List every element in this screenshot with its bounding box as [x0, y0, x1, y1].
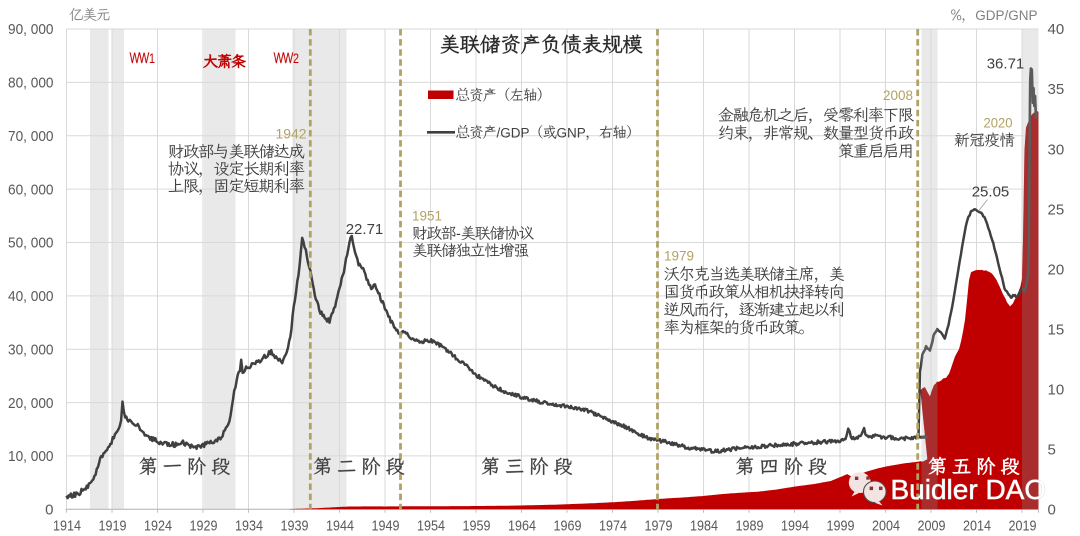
svg-text:22.71: 22.71 [346, 221, 384, 238]
svg-text:30, 000: 30, 000 [8, 341, 54, 358]
svg-text:1942: 1942 [276, 126, 307, 142]
svg-text:2019: 2019 [1009, 518, 1037, 535]
svg-text:20: 20 [1048, 261, 1065, 278]
svg-text:40, 000: 40, 000 [8, 288, 54, 305]
svg-text:1919: 1919 [99, 518, 127, 535]
svg-text:2008: 2008 [883, 87, 913, 103]
svg-text:2014: 2014 [963, 518, 991, 535]
svg-text:1951: 1951 [412, 208, 442, 224]
svg-text:1969: 1969 [554, 518, 582, 535]
svg-text:2: 2 [293, 51, 299, 67]
svg-text:1929: 1929 [190, 518, 218, 535]
svg-text:1984: 1984 [690, 518, 718, 535]
svg-text:2009: 2009 [918, 518, 946, 535]
svg-text:1924: 1924 [144, 518, 172, 535]
svg-text:25.05: 25.05 [972, 184, 1010, 201]
svg-text:15: 15 [1048, 321, 1065, 338]
svg-text:90, 000: 90, 000 [8, 21, 54, 38]
svg-text:Buidler DAO: Buidler DAO [891, 474, 1047, 505]
svg-text:-: - [456, 227, 461, 243]
svg-text:1954: 1954 [417, 518, 445, 535]
svg-text:2020: 2020 [984, 114, 1013, 130]
svg-text:GDP/GNP: GDP/GNP [975, 8, 1037, 23]
svg-text:1944: 1944 [326, 518, 354, 535]
svg-text:1959: 1959 [463, 518, 491, 535]
svg-text:GNP: GNP [557, 125, 586, 140]
svg-text:1979: 1979 [645, 518, 673, 535]
svg-text:30: 30 [1048, 141, 1065, 158]
svg-text:1994: 1994 [781, 518, 809, 535]
svg-text:1: 1 [149, 51, 155, 67]
svg-text:1989: 1989 [736, 518, 764, 535]
svg-text:0: 0 [1048, 502, 1056, 519]
svg-text:10: 10 [1048, 381, 1065, 398]
svg-text:1979: 1979 [664, 248, 694, 264]
svg-text:1939: 1939 [281, 518, 309, 535]
svg-text:5: 5 [1048, 442, 1056, 459]
svg-text:2004: 2004 [872, 518, 900, 535]
svg-text:40: 40 [1048, 21, 1065, 38]
svg-text:1914: 1914 [53, 518, 81, 535]
svg-text:1949: 1949 [372, 518, 400, 535]
svg-text:70, 000: 70, 000 [8, 128, 54, 145]
svg-text:25: 25 [1048, 201, 1065, 218]
svg-text:60, 000: 60, 000 [8, 181, 54, 198]
svg-text:1999: 1999 [827, 518, 855, 535]
svg-text:1974: 1974 [599, 518, 627, 535]
svg-text:1934: 1934 [235, 518, 263, 535]
svg-text:1964: 1964 [508, 518, 536, 535]
svg-text:50, 000: 50, 000 [8, 235, 54, 252]
svg-text:10, 000: 10, 000 [8, 448, 54, 465]
svg-text:36.71: 36.71 [987, 56, 1025, 73]
svg-text:80, 000: 80, 000 [8, 75, 54, 92]
svg-text:35: 35 [1048, 81, 1065, 98]
svg-text:20, 000: 20, 000 [8, 395, 54, 412]
svg-text:0: 0 [45, 502, 53, 519]
svg-text:/GDP: /GDP [497, 125, 530, 140]
